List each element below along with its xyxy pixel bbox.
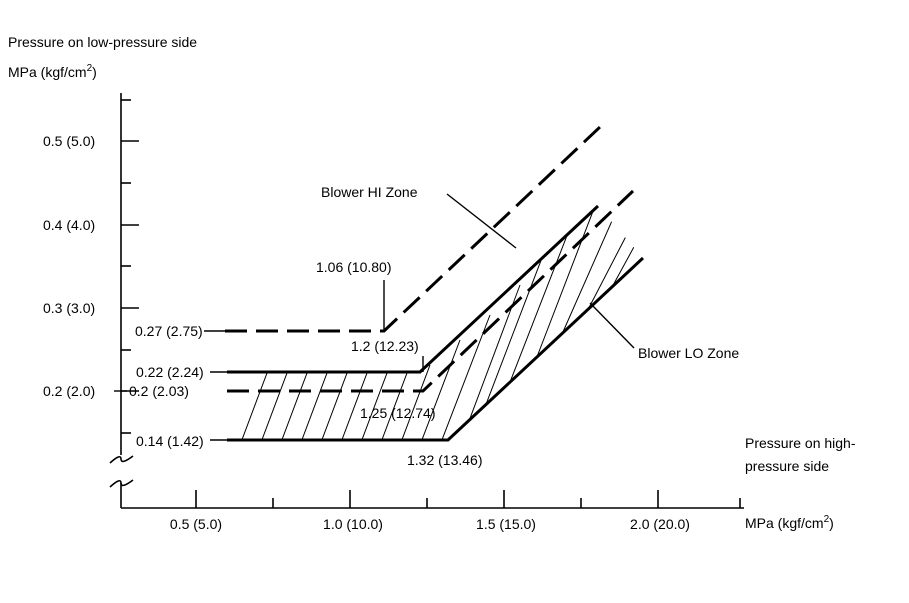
hi-zone-upper-dashed-line xyxy=(225,125,602,333)
x-axis-unit: MPa (kgf/cm2) xyxy=(745,514,834,531)
x-tick-label: 0.5 (5.0) xyxy=(170,516,222,532)
annotation-label: 0.2 (2.03) xyxy=(129,383,189,399)
x-axis-title-line2: pressure side xyxy=(745,458,829,474)
lo-zone-label: Blower LO Zone xyxy=(638,345,739,361)
lo-zone-upper-solid-line xyxy=(227,204,600,374)
y-tick-label: 0.4 (4.0) xyxy=(43,217,95,233)
x-axis-title-line1: Pressure on high- xyxy=(745,435,856,451)
annotation-label: 1.25 (12.74) xyxy=(360,405,436,421)
leader-line-lo-zone xyxy=(589,302,635,349)
annotation-label: 0.22 (2.24) xyxy=(136,364,204,380)
lo-zone-dashed-line xyxy=(227,189,635,393)
y-tick-label: 0.3 (3.0) xyxy=(43,300,95,316)
y-axis-unit: MPa (kgf/cm2) xyxy=(8,63,97,80)
y-axis-title: Pressure on low-pressure side xyxy=(8,34,197,50)
annotation-label: 1.2 (12.23) xyxy=(351,338,419,354)
x-tick-label: 1.0 (10.0) xyxy=(323,516,383,532)
y-tick-label: 0.5 (5.0) xyxy=(43,133,95,149)
x-tick-label: 1.5 (15.0) xyxy=(476,516,536,532)
lo-zone-lower-solid-line xyxy=(227,256,645,442)
annotation-label: 1.32 (13.46) xyxy=(407,452,483,468)
lo-zone-hatch xyxy=(239,206,643,440)
annotation-label: 1.06 (10.80) xyxy=(316,259,392,275)
leader-line-hi-zone xyxy=(446,193,517,249)
y-axis xyxy=(109,93,139,508)
annotation-label: 0.14 (1.42) xyxy=(136,433,204,449)
annotation-label: 0.27 (2.75) xyxy=(135,323,203,339)
y-tick-label: 0.2 (2.0) xyxy=(43,383,95,399)
hi-zone-label: Blower HI Zone xyxy=(321,184,418,200)
x-tick-label: 2.0 (20.0) xyxy=(630,516,690,532)
x-axis xyxy=(121,490,744,509)
